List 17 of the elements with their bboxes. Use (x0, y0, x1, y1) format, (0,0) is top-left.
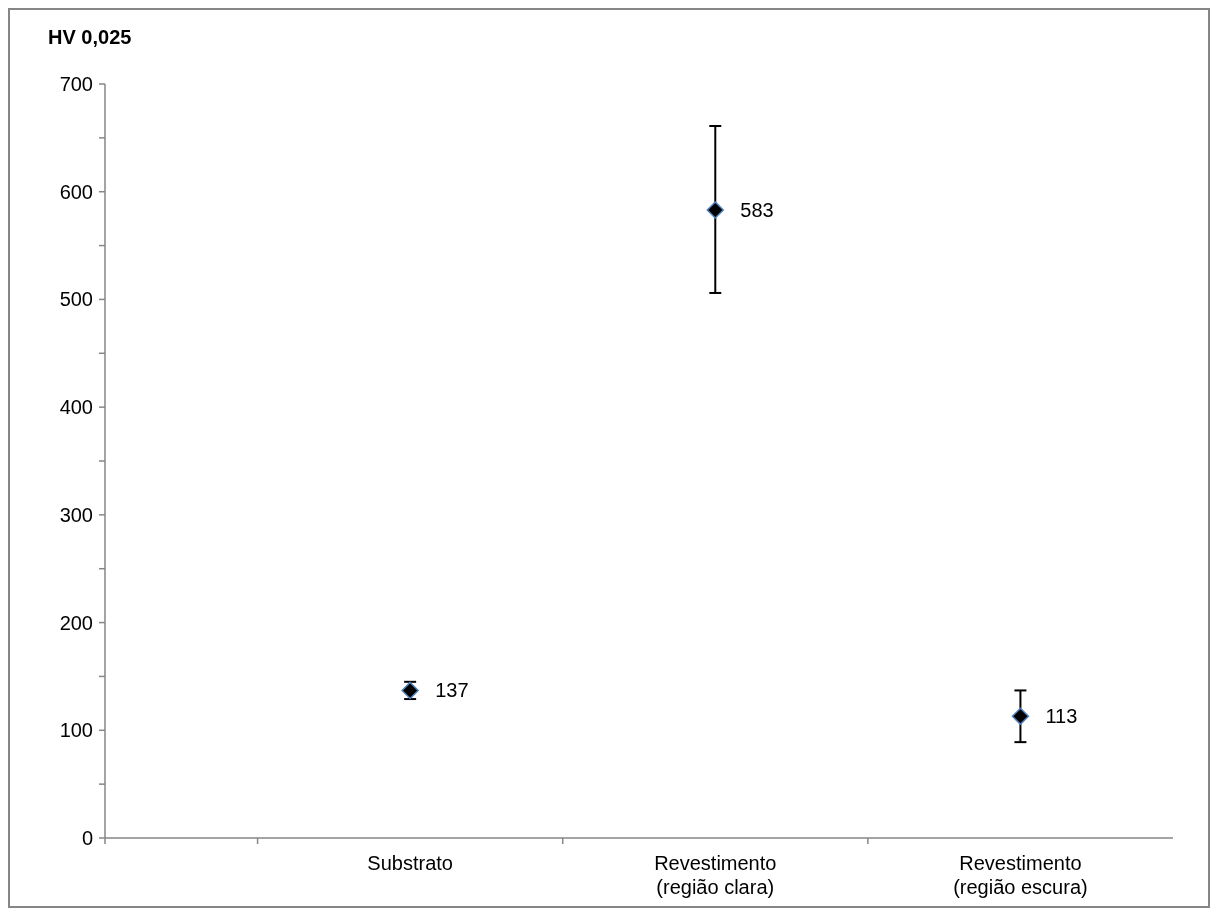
y-axis-title: HV 0,025 (48, 26, 132, 48)
point (1011, 707, 1030, 726)
y-tick-label: 700 (59, 73, 93, 95)
x-tick-label: Revestimento (região escura) (953, 852, 1088, 898)
x-tick-label: Revestimento (região clara) (654, 852, 777, 898)
y-tick-label: 300 (59, 503, 93, 526)
y-tick-label: 100 (59, 719, 93, 742)
data-label: 583 (740, 199, 774, 222)
x-tick-label: Substrato (367, 852, 453, 874)
data-label: 113 (1045, 705, 1078, 728)
point (706, 201, 725, 219)
y-tick-label: 400 (59, 396, 93, 419)
y-tick-label: 600 (59, 180, 93, 203)
y-tick-label: 0 (81, 827, 93, 849)
y-tick-label: 500 (59, 288, 93, 311)
data-label: 137 (435, 679, 469, 702)
y-tick-label: 200 (59, 611, 93, 634)
